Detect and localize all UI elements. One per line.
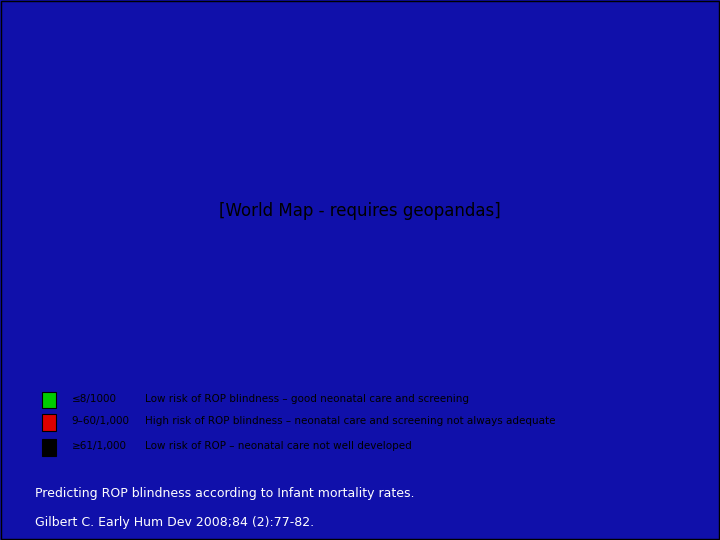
Text: Low risk of ROP – neonatal care not well developed: Low risk of ROP – neonatal care not well… — [145, 441, 411, 451]
Text: [World Map - requires geopandas]: [World Map - requires geopandas] — [219, 201, 501, 220]
Text: ≥61/1,000: ≥61/1,000 — [72, 441, 127, 451]
FancyBboxPatch shape — [42, 414, 56, 431]
FancyBboxPatch shape — [42, 392, 56, 408]
Text: Low risk of ROP blindness – good neonatal care and screening: Low risk of ROP blindness – good neonata… — [145, 394, 469, 403]
Text: Predicting ROP blindness according to Infant mortality rates.: Predicting ROP blindness according to In… — [35, 487, 415, 500]
Text: 9–60/1,000: 9–60/1,000 — [72, 416, 130, 426]
Text: High risk of ROP blindness – neonatal care and screening not always adequate: High risk of ROP blindness – neonatal ca… — [145, 416, 555, 426]
FancyBboxPatch shape — [42, 440, 56, 456]
Text: Gilbert C. Early Hum Dev 2008;84 (2):77-82.: Gilbert C. Early Hum Dev 2008;84 (2):77-… — [35, 516, 314, 529]
Text: ≤8/1000: ≤8/1000 — [72, 394, 117, 403]
